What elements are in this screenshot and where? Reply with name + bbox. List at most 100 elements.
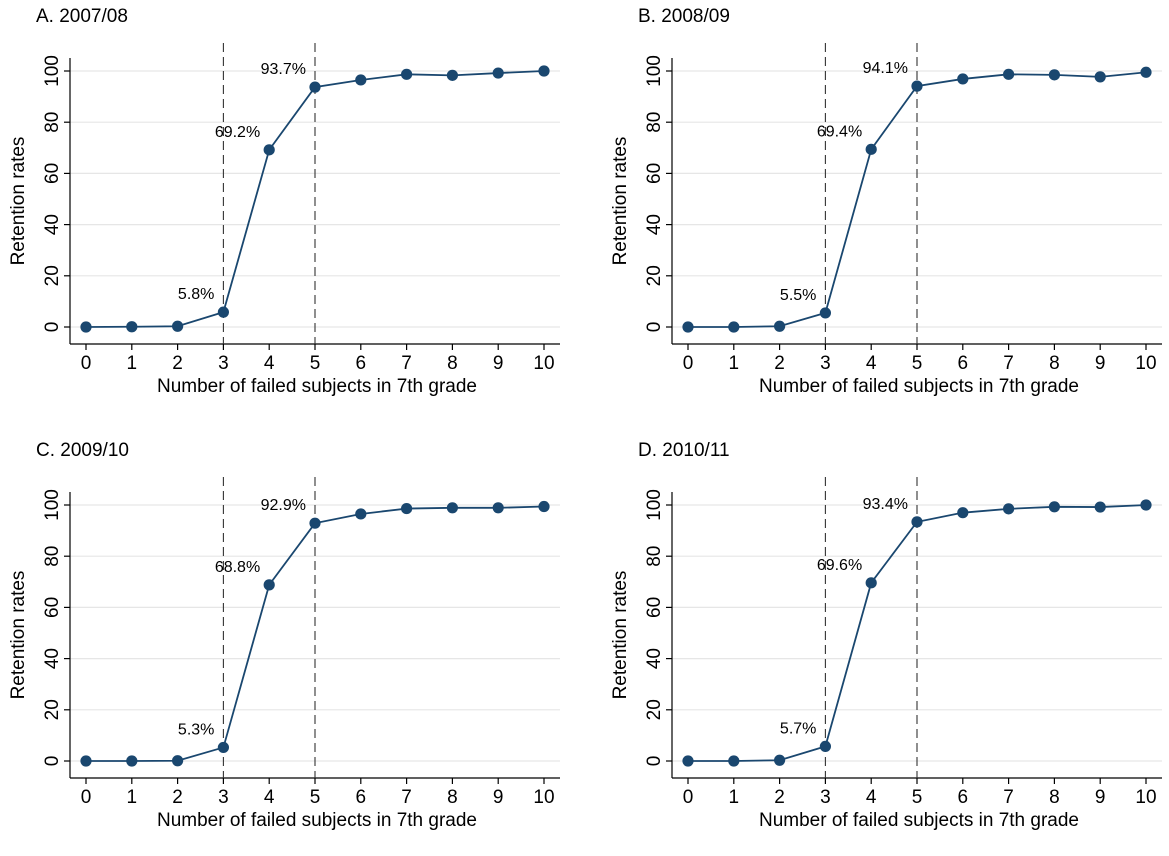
- y-tick-label: 100: [644, 489, 665, 521]
- x-tick-label: 2: [172, 787, 183, 808]
- y-tick-label: 40: [42, 648, 63, 669]
- y-axis-title: Retention rates: [610, 571, 631, 700]
- data-label: 92.9%: [261, 497, 306, 514]
- y-tick-label: 80: [644, 546, 665, 567]
- x-tick-label: 4: [264, 787, 275, 808]
- data-point: [492, 67, 504, 79]
- chart-svg: 0 20 40 60 80 100 0 1 2 3 4 5 6 7 8 9 10 Number of failed…: [610, 43, 1162, 397]
- x-tick-label: 8: [447, 353, 458, 374]
- x-tick-label: 3: [820, 787, 831, 808]
- y-axis-title: Retention rates: [610, 137, 631, 266]
- y-tick-label: 40: [644, 648, 665, 669]
- data-point: [538, 500, 550, 513]
- y-tick-label: 40: [644, 214, 665, 235]
- x-tick-label: 1: [127, 787, 138, 808]
- x-tick-label: 8: [1049, 787, 1060, 808]
- x-tick-label: 2: [774, 787, 785, 808]
- x-tick-label: 3: [820, 353, 831, 374]
- data-point: [1094, 501, 1106, 513]
- data-point: [217, 741, 229, 754]
- data-point: [80, 321, 92, 333]
- data-point: [355, 74, 367, 86]
- x-tick-label: 9: [1095, 787, 1106, 808]
- x-tick-label: 0: [81, 787, 92, 808]
- data-point: [957, 507, 969, 519]
- x-tick-label: 5: [912, 787, 923, 808]
- y-axis-title: Retention rates: [8, 137, 29, 266]
- data-label: 94.1%: [863, 60, 908, 77]
- y-tick-label: 0: [644, 756, 665, 767]
- x-axis-title: Number of failed subjects in 7th grade: [759, 810, 1079, 831]
- x-tick-label: 7: [1003, 787, 1014, 808]
- x-tick-label: 2: [774, 353, 785, 374]
- y-tick-label: 60: [644, 163, 665, 184]
- data-point: [80, 755, 92, 767]
- x-tick-label: 4: [264, 353, 275, 374]
- y-tick-label: 80: [644, 112, 665, 133]
- data-point: [446, 502, 458, 514]
- data-point: [355, 508, 367, 520]
- x-tick-label: 0: [683, 787, 694, 808]
- data-label: 69.6%: [817, 557, 862, 574]
- x-tick-label: 5: [310, 353, 321, 374]
- x-tick-label: 10: [533, 787, 554, 808]
- x-tick-label: 9: [493, 787, 504, 808]
- x-tick-label: 2: [172, 353, 183, 374]
- data-point: [401, 502, 413, 515]
- data-point: [263, 579, 275, 591]
- data-label: 93.7%: [261, 61, 306, 78]
- chart-svg: 0 20 40 60 80 100 0 1 2 3 4 5 6 7 8 9 10 Number of failed…: [8, 477, 560, 831]
- y-tick-label: 80: [42, 112, 63, 133]
- x-tick-label: 0: [81, 353, 92, 374]
- data-point: [1003, 68, 1015, 80]
- data-label: 5.7%: [780, 720, 816, 737]
- data-label: 5.8%: [178, 286, 214, 303]
- x-tick-label: 6: [356, 787, 367, 808]
- chart-panel-a: A. 2007/08 0 20 40 60 80 100 0 1 2 3 4 5 6 7 8 9 10 Numbe…: [0, 0, 584, 422]
- y-tick-label: 0: [644, 322, 665, 333]
- data-point: [217, 306, 229, 318]
- data-point: [401, 68, 413, 80]
- data-label: 5.5%: [780, 287, 816, 304]
- x-tick-label: 6: [958, 353, 969, 374]
- x-tick-label: 0: [683, 353, 694, 374]
- data-point: [865, 577, 877, 589]
- data-point: [263, 144, 275, 156]
- data-point: [1048, 69, 1060, 81]
- chart-svg: 0 20 40 60 80 100 0 1 2 3 4 5 6 7 8 9 10 Number of failed…: [8, 43, 560, 397]
- data-point: [1140, 499, 1152, 511]
- data-label: 69.2%: [215, 124, 260, 141]
- data-point: [911, 516, 923, 528]
- data-point: [728, 755, 740, 767]
- x-tick-label: 8: [1049, 353, 1060, 374]
- panel-title: A. 2007/08: [36, 6, 128, 27]
- y-tick-label: 20: [644, 265, 665, 286]
- x-tick-label: 3: [218, 353, 229, 374]
- y-tick-label: 20: [42, 699, 63, 720]
- y-tick-label: 60: [42, 163, 63, 184]
- x-tick-label: 6: [958, 787, 969, 808]
- data-point: [957, 73, 969, 85]
- x-tick-label: 10: [1135, 787, 1156, 808]
- y-tick-label: 60: [42, 597, 63, 618]
- y-tick-label: 100: [42, 489, 63, 521]
- data-point: [126, 321, 138, 333]
- data-point: [1048, 501, 1060, 513]
- data-label: 93.4%: [863, 496, 908, 513]
- data-point: [774, 754, 786, 766]
- data-point: [911, 80, 923, 92]
- y-tick-label: 20: [42, 265, 63, 286]
- chart-panel-d: D. 2010/11 0 20 40 60 80 100 0 1 2 3 4 5 6 7 8 9 10 Numbe…: [602, 434, 1169, 856]
- x-tick-label: 3: [218, 787, 229, 808]
- chart-panel-c: C. 2009/10 0 20 40 60 80 100 0 1 2 3 4 5 6 7 8 9 10 Numbe…: [0, 434, 584, 856]
- data-point: [126, 755, 138, 767]
- y-axis-title: Retention rates: [8, 571, 29, 700]
- data-point: [446, 69, 458, 81]
- data-point: [865, 143, 877, 155]
- data-point: [538, 65, 550, 77]
- y-tick-label: 100: [42, 55, 63, 87]
- x-tick-label: 4: [866, 353, 877, 374]
- x-tick-label: 8: [447, 787, 458, 808]
- data-label: 68.8%: [215, 559, 260, 576]
- data-point: [774, 320, 786, 332]
